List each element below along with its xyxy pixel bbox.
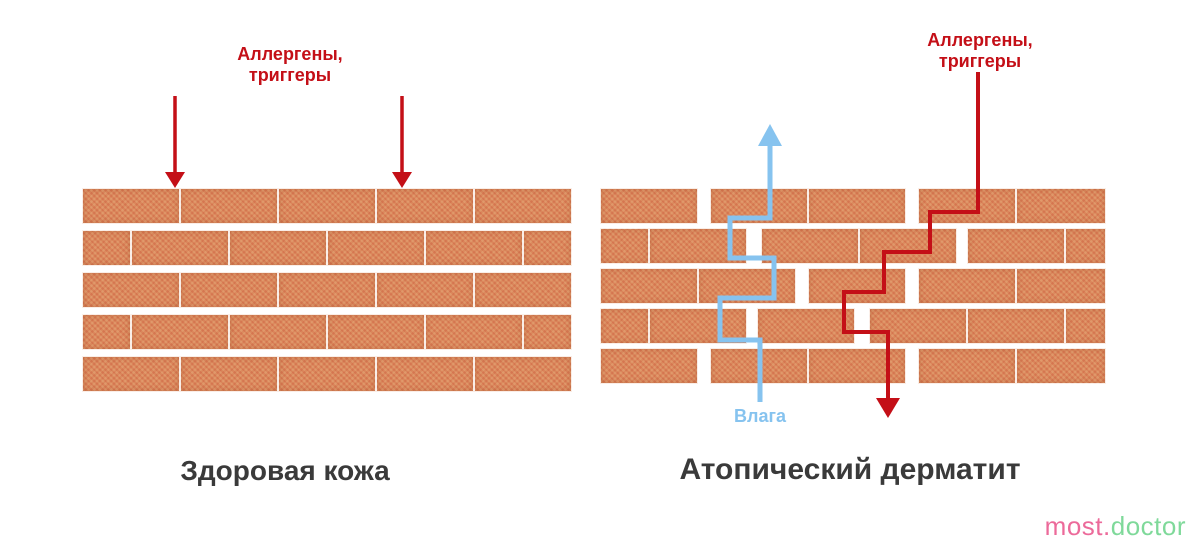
moisture-label: Влага bbox=[720, 406, 800, 427]
brick bbox=[967, 228, 1065, 264]
brick bbox=[82, 230, 131, 266]
brick bbox=[600, 188, 698, 224]
brick bbox=[808, 268, 906, 304]
brick-wall-damaged bbox=[600, 188, 1106, 384]
brick bbox=[808, 348, 906, 384]
brick bbox=[82, 188, 180, 224]
brick bbox=[600, 268, 698, 304]
brick bbox=[327, 314, 425, 350]
brick bbox=[710, 188, 808, 224]
brick bbox=[918, 268, 1016, 304]
brick bbox=[761, 228, 859, 264]
brick bbox=[967, 308, 1065, 344]
brick bbox=[131, 230, 229, 266]
brick bbox=[757, 308, 855, 344]
brick bbox=[425, 230, 523, 266]
brick-row bbox=[82, 314, 572, 350]
brick bbox=[649, 228, 747, 264]
brick bbox=[1016, 188, 1106, 224]
brick bbox=[180, 188, 278, 224]
brick-row bbox=[600, 268, 1106, 304]
panel-healthy-skin: Аллергены, триггеры bbox=[0, 0, 570, 550]
brick bbox=[82, 356, 180, 392]
brick bbox=[600, 348, 698, 384]
brick bbox=[82, 314, 131, 350]
brick bbox=[1016, 268, 1106, 304]
brick bbox=[376, 188, 474, 224]
moisture-arrowhead-up bbox=[758, 124, 782, 146]
brick bbox=[278, 272, 376, 308]
brick bbox=[229, 230, 327, 266]
brick-row bbox=[82, 272, 572, 308]
watermark-part1: most bbox=[1045, 511, 1103, 541]
brick bbox=[523, 230, 572, 266]
brick bbox=[600, 308, 649, 344]
title-atopic: Атопический дерматит bbox=[570, 453, 1130, 487]
brick bbox=[808, 188, 906, 224]
title-healthy: Здоровая кожа bbox=[0, 455, 570, 487]
brick bbox=[474, 356, 572, 392]
brick bbox=[278, 188, 376, 224]
brick bbox=[474, 188, 572, 224]
brick bbox=[376, 356, 474, 392]
watermark-part2: doctor bbox=[1111, 511, 1186, 541]
brick-row bbox=[600, 348, 1106, 384]
brick bbox=[918, 188, 1016, 224]
watermark-dot: . bbox=[1103, 511, 1111, 541]
brick-row bbox=[82, 188, 572, 224]
brick bbox=[474, 272, 572, 308]
allergen-arrowhead bbox=[165, 172, 185, 188]
brick bbox=[229, 314, 327, 350]
brick-row bbox=[82, 230, 572, 266]
panel-atopic-dermatitis: Аллергены, триггеры bbox=[570, 0, 1200, 550]
brick bbox=[698, 268, 796, 304]
watermark: most.doctor bbox=[1045, 511, 1186, 542]
brick bbox=[600, 228, 649, 264]
allergen-label-right: Аллергены, триггеры bbox=[890, 30, 1070, 71]
brick bbox=[859, 228, 957, 264]
allergen-label-left: Аллергены, триггеры bbox=[200, 44, 380, 85]
brick bbox=[327, 230, 425, 266]
brick bbox=[278, 356, 376, 392]
brick bbox=[180, 272, 278, 308]
brick bbox=[1065, 308, 1106, 344]
brick-row bbox=[600, 228, 1106, 264]
brick bbox=[523, 314, 572, 350]
brick bbox=[710, 348, 808, 384]
allergen-arrowhead-down bbox=[876, 398, 900, 418]
brick bbox=[869, 308, 967, 344]
brick bbox=[131, 314, 229, 350]
brick-row bbox=[600, 308, 1106, 344]
brick-wall-healthy bbox=[82, 188, 572, 392]
brick bbox=[82, 272, 180, 308]
brick bbox=[1065, 228, 1106, 264]
brick bbox=[180, 356, 278, 392]
brick bbox=[1016, 348, 1106, 384]
brick bbox=[376, 272, 474, 308]
brick bbox=[649, 308, 747, 344]
allergen-arrowhead bbox=[392, 172, 412, 188]
brick bbox=[425, 314, 523, 350]
brick-row bbox=[600, 188, 1106, 224]
brick-row bbox=[82, 356, 572, 392]
brick bbox=[918, 348, 1016, 384]
